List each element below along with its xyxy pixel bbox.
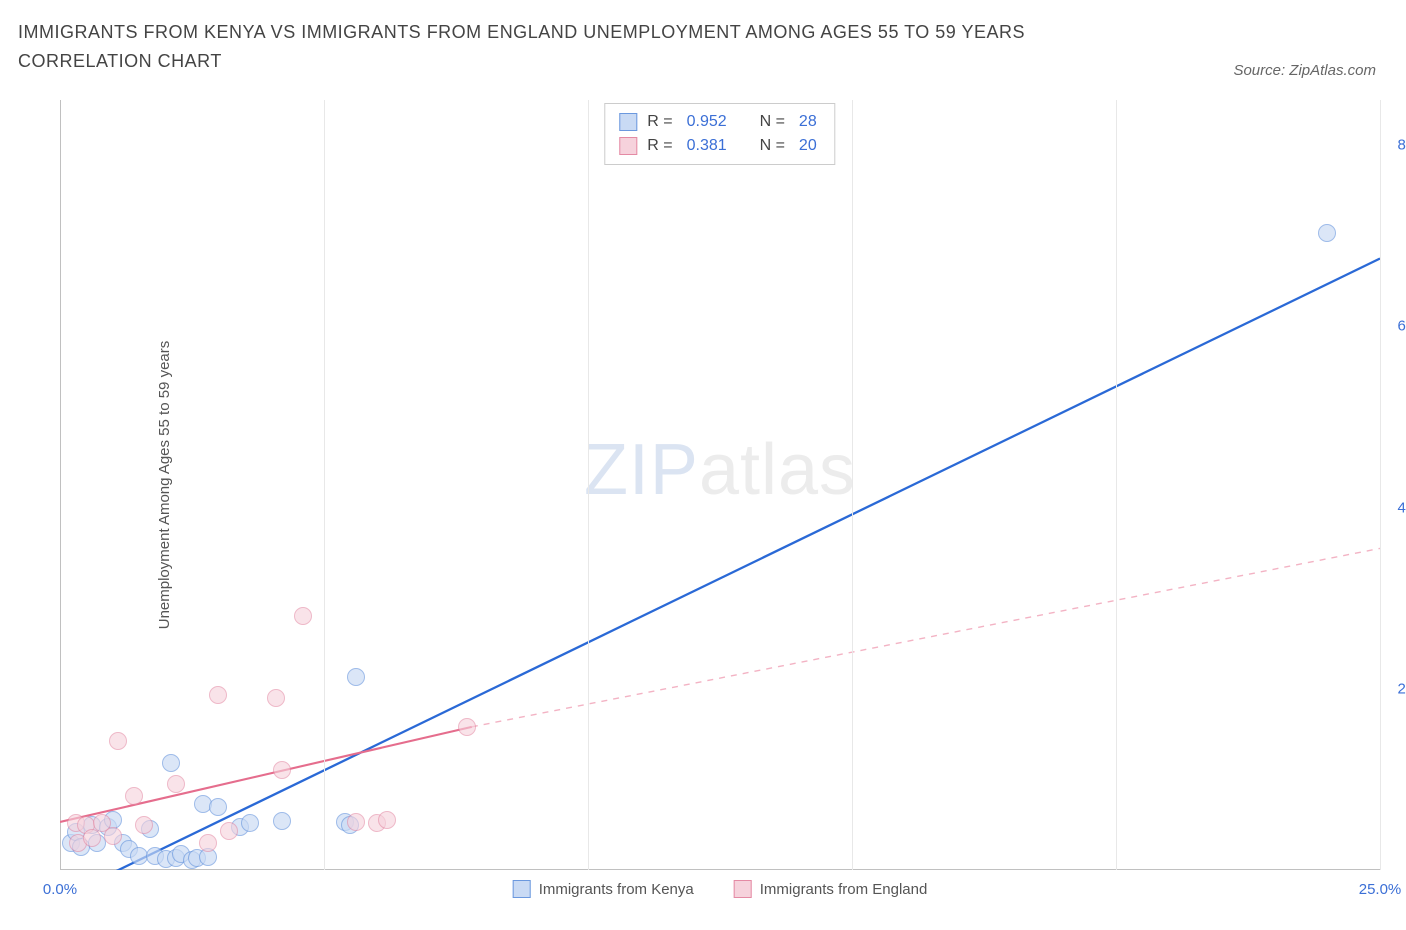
legend-label: Immigrants from Kenya — [539, 881, 694, 898]
gridline-v — [1116, 100, 1117, 870]
gridline-v — [852, 100, 853, 870]
trend-line — [472, 548, 1380, 726]
trend-lines — [60, 100, 1380, 870]
x-axis-line — [60, 869, 1380, 870]
scatter-point — [199, 834, 217, 852]
y-tick-label: 80.0% — [1397, 137, 1406, 154]
stat-n-value: 20 — [799, 134, 817, 158]
x-tick-label: 25.0% — [1359, 881, 1402, 898]
legend-label: Immigrants from England — [760, 881, 928, 898]
scatter-point — [347, 668, 365, 686]
legend-item: Immigrants from Kenya — [513, 880, 694, 898]
stats-box: R = 0.952 N = 28 R = 0.381 N = 20 — [604, 103, 835, 165]
chart-area: Unemployment Among Ages 55 to 59 years Z… — [60, 100, 1380, 870]
gridline-v — [324, 100, 325, 870]
chart-title: IMMIGRANTS FROM KENYA VS IMMIGRANTS FROM… — [18, 18, 1118, 76]
x-tick-label: 0.0% — [43, 881, 77, 898]
source-label: Source: ZipAtlas.com — [1233, 62, 1376, 79]
scatter-point — [109, 732, 127, 750]
stat-r-value: 0.952 — [687, 110, 727, 134]
stat-r-label: R = — [647, 110, 672, 134]
scatter-point — [241, 814, 259, 832]
scatter-point — [209, 686, 227, 704]
stat-n-label: N = — [760, 110, 785, 134]
stat-n-value: 28 — [799, 110, 817, 134]
scatter-point — [209, 798, 227, 816]
scatter-point — [458, 718, 476, 736]
scatter-point — [83, 829, 101, 847]
watermark: ZIPatlas — [584, 429, 856, 511]
scatter-point — [167, 775, 185, 793]
plot-region: ZIPatlas 20.0%40.0%60.0%80.0%0.0%25.0% — [60, 100, 1380, 870]
y-tick-label: 40.0% — [1397, 499, 1406, 516]
y-tick-label: 20.0% — [1397, 680, 1406, 697]
scatter-point — [162, 754, 180, 772]
legend-swatch — [619, 113, 637, 131]
stat-r-value: 0.381 — [687, 134, 727, 158]
scatter-point — [378, 811, 396, 829]
scatter-point — [273, 812, 291, 830]
legend-item: Immigrants from England — [734, 880, 928, 898]
gridline-v — [588, 100, 589, 870]
y-tick-label: 60.0% — [1397, 318, 1406, 335]
scatter-point — [135, 816, 153, 834]
legend-swatch — [619, 137, 637, 155]
gridline-v — [1380, 100, 1381, 870]
scatter-point — [294, 607, 312, 625]
stats-row: R = 0.952 N = 28 — [619, 110, 820, 134]
stat-r-label: R = — [647, 134, 672, 158]
legend-swatch — [734, 880, 752, 898]
scatter-point — [220, 822, 238, 840]
scatter-point — [125, 787, 143, 805]
y-axis-line — [60, 100, 61, 870]
scatter-point — [347, 813, 365, 831]
scatter-point — [1318, 224, 1336, 242]
scatter-point — [104, 827, 122, 845]
bottom-legend: Immigrants from Kenya Immigrants from Eng… — [513, 880, 928, 898]
scatter-point — [273, 761, 291, 779]
legend-swatch — [513, 880, 531, 898]
stat-n-label: N = — [760, 134, 785, 158]
trend-line — [81, 259, 1380, 870]
stats-row: R = 0.381 N = 20 — [619, 134, 820, 158]
scatter-point — [267, 689, 285, 707]
